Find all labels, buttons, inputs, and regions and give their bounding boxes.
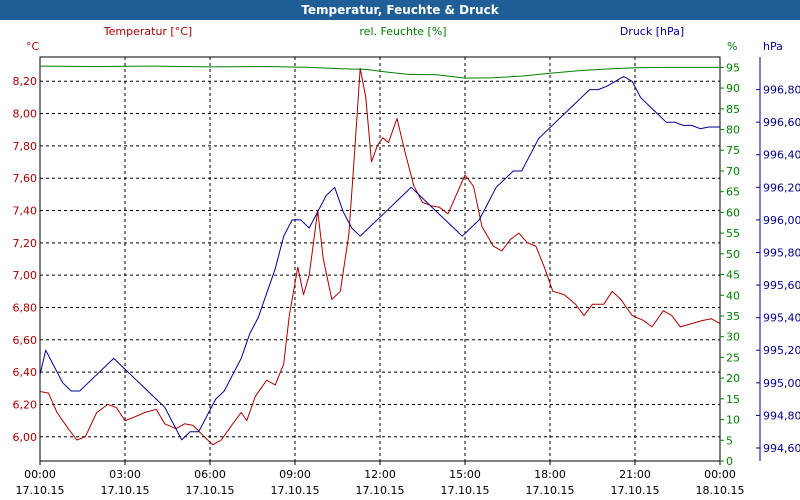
x-tick-date-label: 17.10.15	[271, 484, 320, 497]
temperature-tick-label: 8,20	[13, 75, 38, 88]
humidity-tick-label: 20	[726, 372, 740, 385]
humidity-tick-label: 5	[726, 434, 733, 447]
gridlines	[40, 57, 720, 461]
humidity-tick-label: 80	[726, 124, 740, 137]
temperature-tick-label: 6,40	[13, 366, 38, 379]
temperature-tick-label: 7,00	[13, 269, 38, 282]
pressure-tick-label: 995,60	[763, 279, 800, 292]
pressure-tick-label: 995,20	[763, 344, 800, 357]
pressure-tick-label: 994,80	[763, 409, 800, 422]
pressure-tick-label: 996,80	[763, 84, 800, 97]
pressure-series-line	[39, 76, 720, 441]
humidity-tick-label: 30	[726, 331, 740, 344]
x-tick-time-label: 15:00	[449, 468, 481, 481]
x-tick-date-label: 18.10.15	[696, 484, 745, 497]
x-tick-time-label: 12:00	[364, 468, 396, 481]
humidity-tick-label: 60	[726, 206, 740, 219]
temperature-tick-label: 7,60	[13, 172, 38, 185]
humidity-tick-label: 65	[726, 186, 740, 199]
pressure-tick-label: 995,40	[763, 312, 800, 325]
x-tick-date-label: 17.10.15	[526, 484, 575, 497]
pressure-tick-label: 996,20	[763, 181, 800, 194]
series-layer	[39, 65, 721, 446]
pressure-tick-label: 994,60	[763, 442, 800, 455]
x-tick-time-label: 00:00	[704, 468, 736, 481]
temperature-tick-label: 7,40	[13, 205, 38, 218]
humidity-tick-label: 50	[726, 248, 740, 261]
x-tick-date-label: 17.10.15	[441, 484, 490, 497]
x-tick-time-label: 21:00	[619, 468, 651, 481]
humidity-tick-label: 55	[726, 227, 740, 240]
pressure-tick-label: 996,40	[763, 149, 800, 162]
pressure-unit-label: hPa	[763, 40, 783, 53]
humidity-tick-label: 75	[726, 144, 740, 157]
x-tick-time-label: 09:00	[279, 468, 311, 481]
x-tick-date-label: 17.10.15	[611, 484, 660, 497]
temperature-tick-label: 7,20	[13, 237, 38, 250]
x-tick-date-label: 17.10.15	[101, 484, 150, 497]
x-tick-time-label: 03:00	[109, 468, 141, 481]
humidity-tick-label: 45	[726, 269, 740, 282]
humidity-unit-label: %	[727, 40, 737, 53]
humidity-tick-label: 0	[726, 455, 733, 468]
x-tick-time-label: 06:00	[194, 468, 226, 481]
pressure-tick-label: 996,60	[763, 116, 800, 129]
humidity-tick-label: 10	[726, 414, 740, 427]
humidity-axis-label: rel. Feuchte [%]	[359, 25, 446, 38]
humidity-tick-label: 90	[726, 82, 740, 95]
temperature-series-line	[39, 67, 721, 446]
humidity-tick-label: 35	[726, 310, 740, 323]
humidity-tick-label: 40	[726, 289, 740, 302]
x-tick-time-label: 00:00	[24, 468, 56, 481]
pressure-tick-label: 995,00	[763, 377, 800, 390]
temperature-unit-label: °C	[26, 40, 40, 53]
temperature-tick-label: 6,00	[13, 431, 38, 444]
humidity-tick-label: 95	[726, 61, 740, 74]
chart-title: Temperatur, Feuchte & Druck	[0, 0, 800, 20]
temperature-tick-label: 6,20	[13, 398, 38, 411]
temperature-tick-label: 6,60	[13, 334, 38, 347]
humidity-series-line	[39, 65, 720, 79]
x-tick-date-label: 17.10.15	[186, 484, 235, 497]
temperature-tick-label: 8,00	[13, 108, 38, 121]
temperature-tick-label: 7,80	[13, 140, 38, 153]
pressure-axis-label: Druck [hPa]	[620, 25, 684, 38]
humidity-tick-label: 25	[726, 351, 740, 364]
pressure-tick-label: 995,80	[763, 246, 800, 259]
x-tick-date-label: 17.10.15	[16, 484, 65, 497]
ticks-layer: 00:00 17.10.15 03:00 17.10.15 06:00 17.10.15 0…	[13, 57, 800, 497]
humidity-tick-label: 70	[726, 165, 740, 178]
humidity-tick-label: 85	[726, 103, 740, 116]
x-tick-date-label: 17.10.15	[356, 484, 405, 497]
temperature-axis-label: Temperatur [°C]	[103, 25, 192, 38]
x-tick-time-label: 18:00	[534, 468, 566, 481]
humidity-tick-label: 15	[726, 393, 740, 406]
temperature-tick-label: 6,80	[13, 301, 38, 314]
pressure-tick-label: 996,00	[763, 214, 800, 227]
